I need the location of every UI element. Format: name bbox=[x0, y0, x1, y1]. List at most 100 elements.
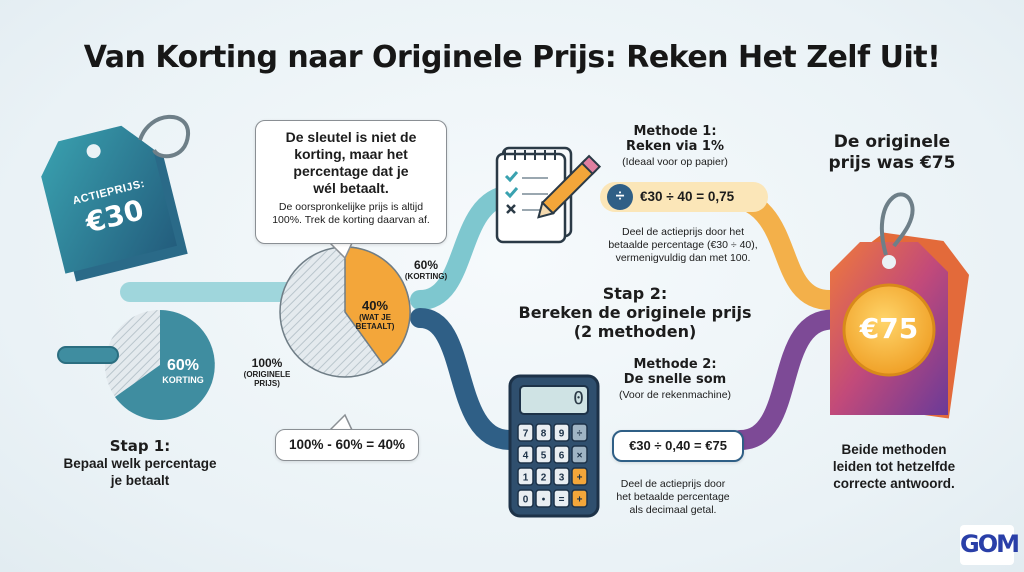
step2-line3: (2 methoden) bbox=[573, 322, 697, 341]
calculator-key bbox=[571, 423, 588, 442]
calculator-key bbox=[535, 467, 552, 486]
method1-desc1: Deel de actieprijs door het bbox=[622, 226, 744, 238]
calculator-key bbox=[553, 489, 570, 508]
calculator-key-label: 7 bbox=[523, 429, 529, 440]
pie-paid-label1: (WAT JE bbox=[359, 313, 391, 322]
pie-slice-paid bbox=[344, 246, 411, 366]
result-conclusion3: correcte antwoord. bbox=[833, 476, 955, 491]
step2-line1: Stap 2: bbox=[602, 284, 668, 303]
flow-line-method2 bbox=[730, 309, 850, 450]
pie-total-label: 100% (ORIGINELE PRIJS) bbox=[234, 356, 300, 388]
method2-desc1: Deel de actieprijs door bbox=[620, 478, 726, 490]
calculator-key bbox=[553, 445, 570, 464]
method2-title1: Methode 2: bbox=[633, 357, 717, 372]
method1-desc2: betaalde percentage (€30 ÷ 40), bbox=[608, 239, 758, 251]
step2-line2: Bereken de originele prijs bbox=[518, 303, 752, 322]
key-insight-sub1: De oorspronkelijke prijs is altijd bbox=[278, 201, 424, 213]
calculator-key bbox=[553, 423, 570, 442]
step1-desc-2: je betaalt bbox=[110, 473, 170, 488]
calculator-key bbox=[517, 445, 534, 464]
logo-icon bbox=[960, 525, 1014, 565]
divide-icon bbox=[607, 184, 633, 210]
result-price: €75 bbox=[849, 312, 929, 345]
calculator-key-label: 9 bbox=[559, 429, 565, 440]
pencil-icon bbox=[537, 154, 602, 219]
minus-icon bbox=[57, 346, 119, 364]
step2-block: Stap 2: Bereken de originele prijs (2 me… bbox=[505, 284, 765, 341]
result-conclusion2: leiden tot hetzelfde bbox=[832, 459, 956, 474]
tag-string bbox=[138, 114, 190, 159]
method1-equation: €30 ÷ 40 = 0,75 bbox=[640, 189, 735, 204]
key-insight-line1: De sleutel is niet de bbox=[285, 129, 417, 145]
pie-total-label1: (ORIGINELE bbox=[243, 370, 291, 379]
pie-paid-label2: BETAALT) bbox=[355, 322, 395, 331]
logo-text: GOM bbox=[960, 530, 1020, 558]
calculator-key bbox=[535, 423, 552, 442]
flow-line-up bbox=[410, 185, 520, 310]
method2-equation: €30 ÷ 0,40 = €75 bbox=[612, 430, 744, 462]
calculator-key bbox=[517, 467, 534, 486]
step1-title: Stap 1: bbox=[109, 437, 171, 455]
calculator-key bbox=[571, 445, 588, 464]
calculator-key-label: + bbox=[577, 473, 583, 484]
method1-subtitle: (Ideaal voor op papier) bbox=[622, 156, 728, 168]
step1-pie-chart bbox=[105, 310, 215, 420]
main-pie-chart bbox=[279, 246, 411, 378]
method2-desc: Deel de actieprijs door het betaalde per… bbox=[598, 478, 748, 517]
calculator-icon: 7 8 9 ÷ 4 5 6 × 1 2 3 +0 • = + bbox=[508, 374, 600, 518]
calculator-key-label: 1 bbox=[523, 473, 529, 484]
calculator-key bbox=[517, 489, 534, 508]
result-coin bbox=[842, 283, 936, 377]
pie-discount-label: 60% (KORTING) bbox=[398, 258, 454, 281]
key-insight-callout: De sleutel is niet de korting, maar het … bbox=[255, 120, 447, 244]
pie-total-percent: 100% bbox=[251, 356, 283, 370]
calculator-key-label: = bbox=[559, 495, 565, 506]
pie-discount-text: (KORTING) bbox=[404, 272, 448, 281]
price-tag-icon bbox=[41, 125, 178, 274]
calculator-key-label: × bbox=[577, 451, 583, 462]
pie-discount-percent: 60% bbox=[413, 258, 439, 272]
result-conclusion1: Beide methoden bbox=[841, 442, 947, 457]
key-insight-line2: korting, maar het bbox=[294, 146, 408, 162]
calculator-key-label: 5 bbox=[541, 451, 547, 462]
step1-desc-1: Bepaal welk percentage bbox=[63, 456, 217, 471]
method2-subtitle: (Voor de rekenmachine) bbox=[618, 389, 732, 401]
flow-line-down bbox=[410, 308, 520, 450]
calculator-key bbox=[571, 467, 588, 486]
method2-title2: De snelle som bbox=[623, 372, 727, 387]
calculator-key bbox=[553, 467, 570, 486]
method1-title2: Reken via 1% bbox=[625, 139, 725, 154]
calculator-key-label: 8 bbox=[541, 429, 547, 440]
page-title: Van Korting naar Originele Prijs: Reken … bbox=[83, 40, 941, 75]
calculator-key-label: • bbox=[542, 495, 546, 506]
result-conclusion: Beide methoden leiden tot hetzelfde corr… bbox=[812, 441, 976, 492]
calculator-key-label: + bbox=[577, 495, 583, 506]
calculator-key-label: 0 bbox=[523, 495, 529, 506]
pie-paid-percent: 40% bbox=[361, 298, 389, 313]
calculator-key-label: 3 bbox=[559, 473, 565, 484]
result-title2: prijs was €75 bbox=[828, 153, 956, 173]
calculator-key bbox=[571, 489, 588, 508]
calculator-key bbox=[535, 445, 552, 464]
result-price-text: €75 bbox=[859, 312, 919, 345]
calculator-display: 0 bbox=[573, 388, 584, 409]
key-insight-line4: wél betaalt. bbox=[313, 180, 389, 196]
calculator-key-label: ÷ bbox=[577, 429, 583, 440]
key-insight-sub2: 100%. Trek de korting daarvan af. bbox=[272, 214, 430, 226]
method2-header: Methode 2: De snelle som (Voor de rekenm… bbox=[610, 357, 740, 401]
result-header: De originele prijs was €75 bbox=[812, 132, 972, 174]
calculator-key-label: 2 bbox=[541, 473, 547, 484]
step1-equation: 100% - 60% = 40% bbox=[275, 429, 419, 461]
pie-paid-label: 40% (WAT JE BETAALT) bbox=[350, 298, 400, 331]
method2-desc3: als decimaal getal. bbox=[629, 504, 717, 516]
step1-pie-text: KORTING bbox=[162, 375, 204, 385]
step1-pie-labels: 60% KORTING bbox=[158, 357, 208, 385]
calculator-key bbox=[517, 423, 534, 442]
method1-header: Methode 1: Reken via 1% (Ideaal voor op … bbox=[600, 124, 750, 168]
calculator-key-label: 4 bbox=[523, 451, 529, 462]
method1-desc: Deel de actieprijs door het betaalde per… bbox=[592, 226, 774, 265]
result-title1: De originele bbox=[833, 132, 951, 152]
method1-desc3: vermenigvuldig dan met 100. bbox=[615, 252, 751, 264]
key-insight-line3: percentage dat je bbox=[293, 163, 409, 179]
